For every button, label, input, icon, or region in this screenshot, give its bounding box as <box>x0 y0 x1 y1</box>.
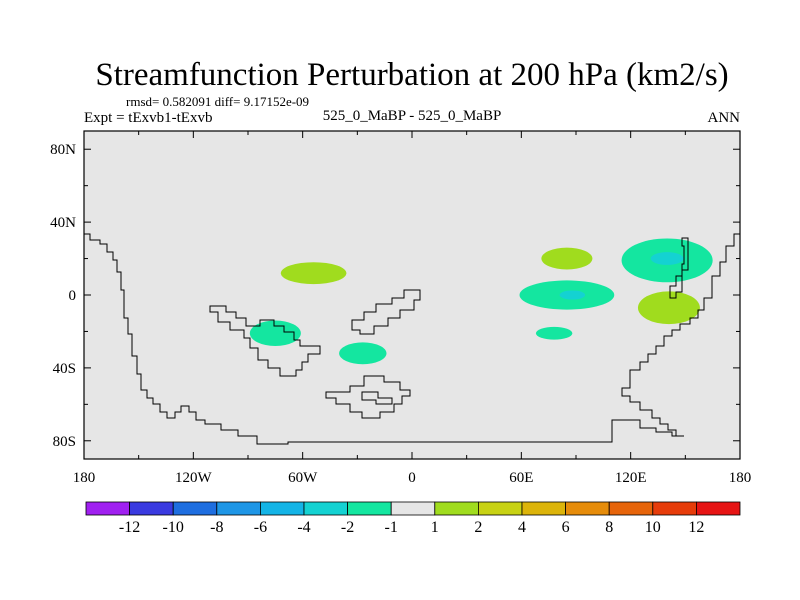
contour-region-2 <box>249 320 301 347</box>
stats-label: rmsd= 0.582091 diff= 9.17152e-09 <box>126 94 309 109</box>
axis-ticks <box>83 131 741 459</box>
y-tick-label: 0 <box>69 288 77 304</box>
contour-region-4 <box>541 247 593 270</box>
contour-region-9 <box>650 252 684 265</box>
colorbar-label: -12 <box>119 519 140 536</box>
x-tick-label: 120W <box>175 470 213 486</box>
colorbar-label: -1 <box>385 519 398 536</box>
y-tick-label: 40S <box>53 361 76 377</box>
colorbar-swatch <box>696 501 741 516</box>
colorbar-swatch <box>477 501 523 516</box>
colorbar-swatch <box>216 501 261 516</box>
chart-title: Streamfunction Perturbation at 200 hPa (… <box>95 57 728 93</box>
contour-region-3 <box>339 342 387 365</box>
colorbar-swatch <box>129 501 174 516</box>
colorbar-label: -10 <box>163 519 184 536</box>
y-tick-label: 80S <box>53 434 76 450</box>
colorbar-label: 10 <box>645 519 661 536</box>
x-tick-label: 60E <box>509 470 533 486</box>
colorbar-swatch <box>259 501 305 516</box>
colorbar-label: 6 <box>562 519 570 536</box>
colorbar-label: -4 <box>297 519 310 536</box>
colorbar-swatch <box>172 501 218 516</box>
colorbar-swatch <box>303 501 348 516</box>
colorbar-label: -6 <box>254 519 267 536</box>
colorbar-label: 8 <box>605 519 613 536</box>
colorbar-swatch <box>85 501 130 516</box>
colorbar-label: -8 <box>210 519 223 536</box>
colorbar-swatch <box>521 501 566 516</box>
x-tick-label: 60W <box>288 470 318 486</box>
colorbar-label: 2 <box>474 519 482 536</box>
contour-layer <box>249 238 713 365</box>
experiment-label: Expt = tExvb1-tExvb <box>84 110 212 126</box>
contour-region-10 <box>637 291 700 325</box>
x-tick-label: 0 <box>408 470 416 486</box>
colorbar-swatch <box>652 501 697 516</box>
x-tick-label: 180 <box>729 470 752 486</box>
y-tick-label: 40N <box>50 215 76 231</box>
colorbar-label: -2 <box>341 519 354 536</box>
colorbar-swatch <box>565 501 610 516</box>
contour-region-7 <box>535 326 573 340</box>
coastlines <box>84 233 740 445</box>
colorbar-swatch <box>347 501 392 516</box>
colorbar-label: 12 <box>688 519 704 536</box>
x-tick-label: 180 <box>73 470 96 486</box>
colorbar-swatch <box>608 501 654 516</box>
y-tick-label: 80N <box>50 142 76 158</box>
x-tick-label: 120E <box>615 470 647 486</box>
plot-background <box>84 131 740 459</box>
case-label: 525_0_MaBP - 525_0_MaBP <box>323 108 502 124</box>
season-label: ANN <box>708 110 741 126</box>
colorbar: -12 -10 -8 -6 -4 -2 -1 1 2 4 6 8 10 12 <box>85 501 741 536</box>
colorbar-label: 1 <box>431 519 439 536</box>
colorbar-label: 4 <box>518 519 526 536</box>
contour-region-6 <box>559 290 586 300</box>
contour-region-1 <box>280 262 347 285</box>
colorbar-swatch <box>390 501 436 516</box>
colorbar-swatch <box>434 501 479 516</box>
y-axis-labels: 80N 40N 0 40S 80S <box>50 142 76 450</box>
x-axis-labels: 180 120W 60W 0 60E 120E 180 <box>73 470 752 486</box>
